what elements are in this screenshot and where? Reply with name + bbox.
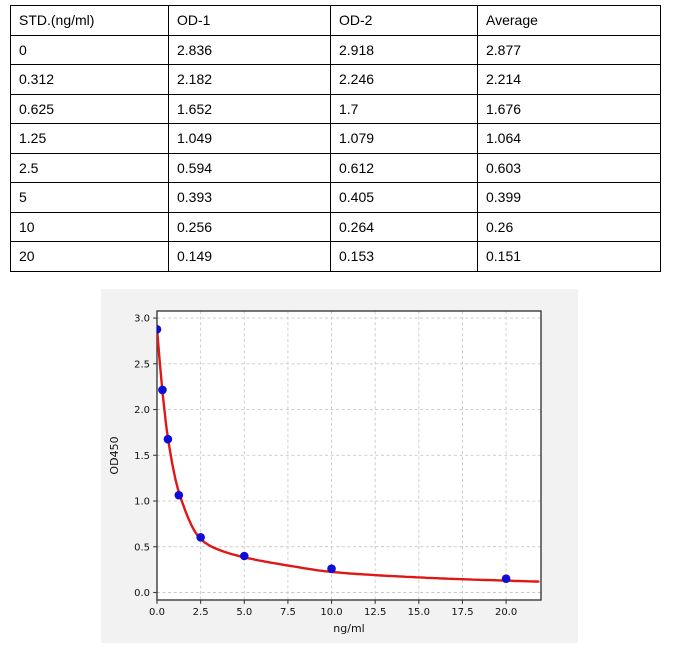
table-cell: 0 [10, 34, 169, 65]
standards-table: STD.(ng/ml) OD-1 OD-2 Average 0 2.836 2.918 2.8… [10, 5, 661, 272]
table-header-cell: OD-2 [330, 5, 478, 36]
x-axis-label: ng/ml [333, 622, 364, 635]
table-row: 10 0.256 0.264 0.26 [10, 211, 661, 242]
table-cell: 1.049 [168, 123, 331, 154]
y-tick-label: 1.0 [134, 497, 150, 508]
table-cell: 0.256 [168, 211, 331, 242]
table-cell: 1.676 [477, 93, 661, 124]
table-cell: 0.264 [330, 211, 478, 242]
table-cell: 1.064 [477, 123, 661, 154]
y-axis-label: OD450 [108, 436, 121, 474]
table-cell: 0.312 [10, 64, 169, 95]
table-cell: 0.399 [477, 182, 661, 213]
y-tick-label: 2.5 [134, 359, 150, 370]
x-tick-label: 20.0 [495, 607, 517, 618]
table-cell: 0.149 [168, 241, 331, 272]
y-tick-label: 0.0 [134, 588, 150, 599]
table-cell: 0.151 [477, 241, 661, 272]
table-header-cell: Average [477, 5, 661, 36]
y-tick-label: 3.0 [134, 314, 150, 325]
data-point [158, 385, 167, 395]
data-points [157, 324, 511, 583]
y-tick-label: 1.5 [134, 451, 150, 462]
table-cell: 1.25 [10, 123, 169, 154]
data-point [174, 490, 184, 500]
data-point [239, 551, 249, 561]
table-cell: 0.603 [477, 152, 661, 183]
y-tick-label: 2.0 [134, 405, 150, 416]
data-point [196, 533, 205, 542]
x-tick-label: 0.0 [149, 607, 165, 618]
table-row: 1.25 1.049 1.079 1.064 [10, 123, 661, 154]
table-cell: 1.652 [168, 93, 331, 124]
table-cell: 0.594 [168, 152, 331, 183]
table-cell: 2.246 [330, 64, 478, 95]
table-header-cell: OD-1 [168, 5, 331, 36]
standard-curve-chart: 0.0 2.5 5.0 7.5 10.0 12.5 15.0 17.5 20.0 0.0 0.5 1.… [108, 310, 542, 635]
table-cell: 0.625 [10, 93, 169, 124]
table-cell: 5 [10, 182, 169, 213]
standards-table-container: STD.(ng/ml) OD-1 OD-2 Average 0 2.836 2.918 2.8… [10, 5, 661, 272]
table-cell: 0.405 [330, 182, 478, 213]
x-tick-label: 2.5 [193, 607, 209, 618]
axes-frame [156, 310, 542, 601]
table-header-cell: STD.(ng/ml) [10, 5, 169, 36]
table-row: 0 2.836 2.918 2.877 [10, 34, 661, 65]
table-cell: 0.26 [477, 211, 661, 242]
table-cell: 2.836 [168, 34, 331, 65]
table-cell: 0.153 [330, 241, 478, 272]
table-cell: 2.182 [168, 64, 331, 95]
x-tick-label: 15.0 [408, 607, 430, 618]
table-cell: 0.612 [330, 152, 478, 183]
data-point [157, 324, 162, 334]
table-cell: 10 [10, 211, 169, 242]
table-cell: 2.877 [477, 34, 661, 65]
table-row: 5 0.393 0.405 0.399 [10, 182, 661, 213]
table-cell: 20 [10, 241, 169, 272]
table-row: 2.5 0.594 0.612 0.603 [10, 152, 661, 183]
x-tick-label: 10.0 [320, 607, 342, 618]
table-cell: 2.214 [477, 64, 661, 95]
table-row: 0.625 1.652 1.7 1.676 [10, 93, 661, 124]
table-cell: 1.7 [330, 93, 478, 124]
table-cell: 1.079 [330, 123, 478, 154]
table-cell: 2.5 [10, 152, 169, 183]
table-cell: 0.393 [168, 182, 331, 213]
data-point [327, 564, 336, 574]
table-row: 0.312 2.182 2.246 2.214 [10, 64, 661, 95]
table-header-row: STD.(ng/ml) OD-1 OD-2 Average [10, 5, 661, 36]
table-row: 20 0.149 0.153 0.151 [10, 241, 661, 272]
x-tick-label: 12.5 [364, 607, 386, 618]
data-point [501, 574, 511, 583]
x-tick-label: 17.5 [451, 607, 473, 618]
x-tick-label: 5.0 [236, 607, 252, 618]
table-cell: 2.918 [330, 34, 478, 65]
x-tick-label: 7.5 [280, 607, 296, 618]
standard-curve-figure: 0.0 2.5 5.0 7.5 10.0 12.5 15.0 17.5 20.0 0.0 0.5 1.… [101, 289, 578, 643]
data-point [163, 434, 173, 444]
y-tick-label: 0.5 [134, 542, 150, 553]
